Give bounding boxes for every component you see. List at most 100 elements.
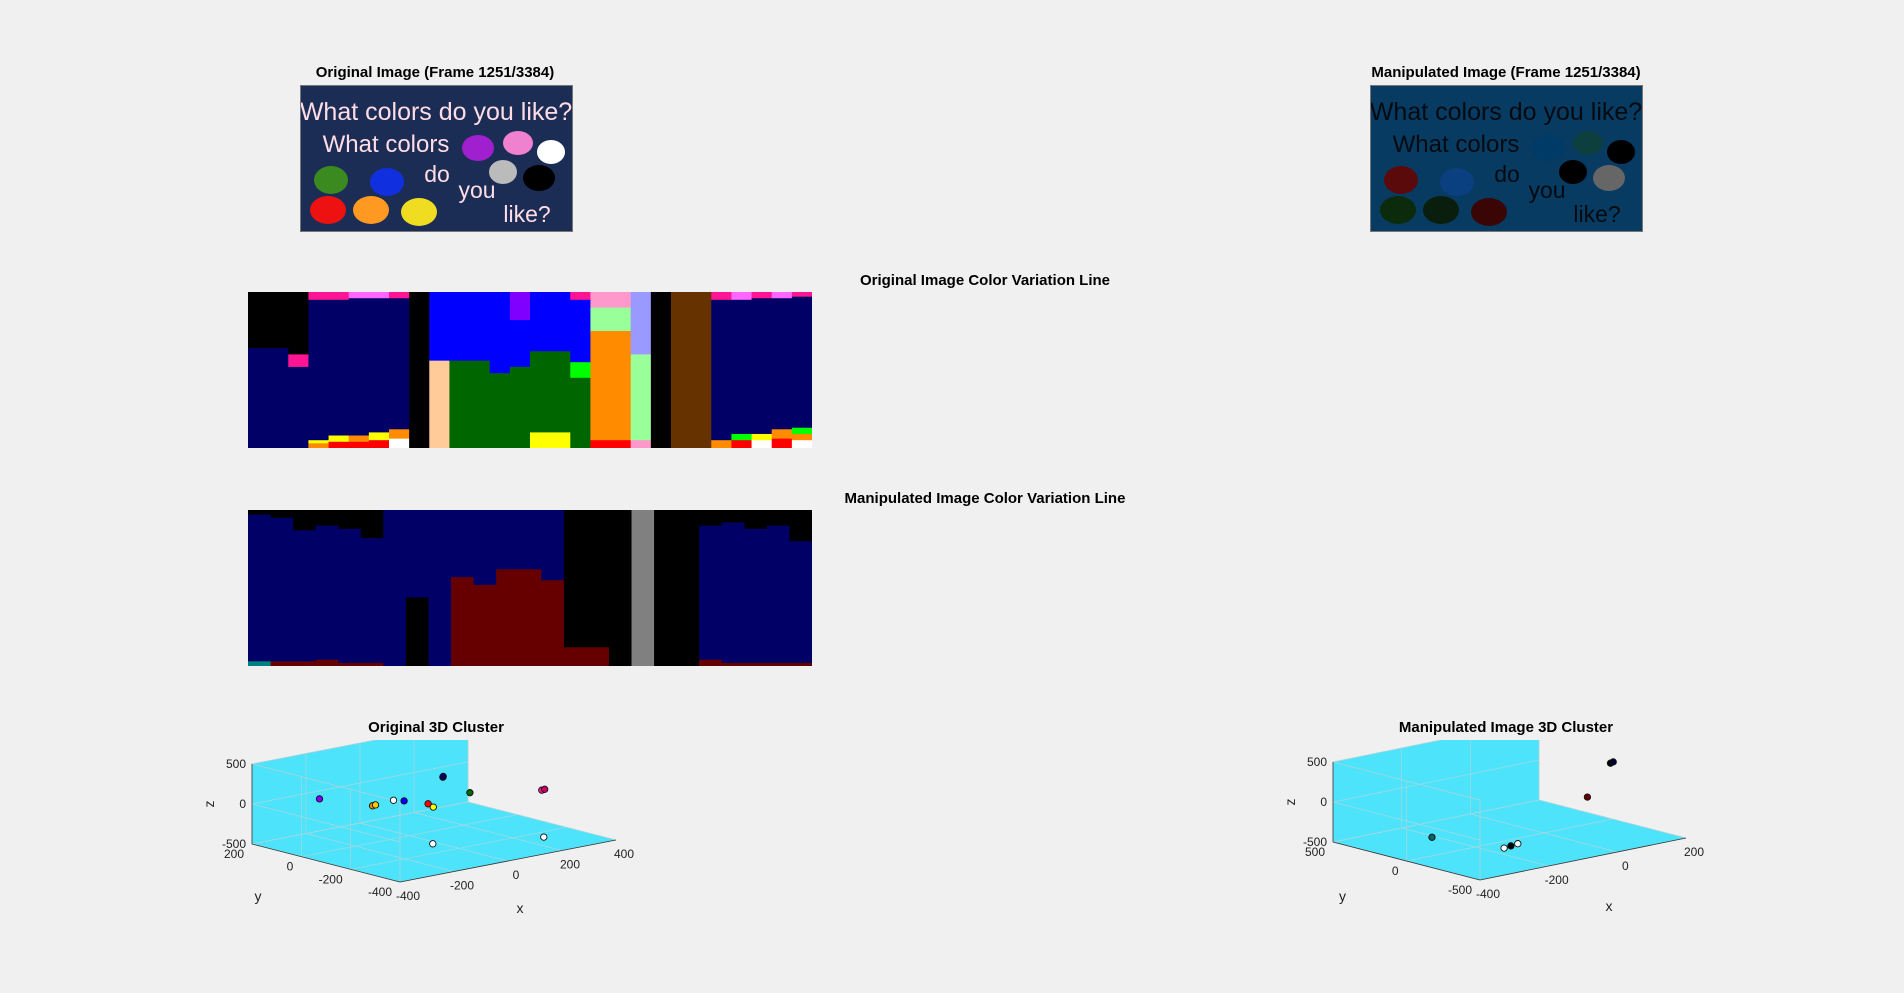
original-image-paint-blob (353, 196, 389, 224)
original-3d-cluster-point (389, 796, 398, 804)
original-color-variation-line-segment (328, 299, 350, 437)
manipulated-3d-cluster-axis-line (1479, 837, 1687, 881)
original-color-variation-line-segment (288, 366, 309, 448)
original-3d-cluster-x-axis-label: x (517, 900, 524, 916)
original-color-variation-line-segment (771, 298, 793, 430)
manipulated-3d-cluster-y-tick-label: 500 (1305, 845, 1325, 859)
manipulated-3d-cluster-x-tick-label: -200 (1545, 873, 1569, 887)
original-color-variation-line-segment (509, 292, 531, 321)
original-color-variation-line-segment (731, 440, 753, 448)
original-color-variation-line-segment (328, 292, 350, 301)
manipulated-image-caption-line1: What colors do you like? (1371, 98, 1642, 126)
manipulated-color-variation-line-segment (699, 510, 723, 527)
manipulated-cluster-title: Manipulated Image 3D Cluster (1398, 719, 1614, 736)
manipulated-3d-cluster-axis-line (1332, 841, 1481, 881)
manipulated-3d-cluster-y-axis-label: y (1339, 888, 1346, 904)
manipulated-color-variation-line-segment (744, 528, 768, 664)
original-color-variation-line-segment (308, 440, 330, 444)
original-color-variation-line-segment (791, 292, 812, 298)
manipulated-image-paint-blob (1559, 160, 1587, 184)
original-3d-cluster-point (540, 833, 548, 841)
original-color-variation-line-segment (630, 440, 652, 448)
manipulated-image-art: What colors do you like? What colors doyou… (1371, 86, 1642, 231)
original-line-title: Original Image Color Variation Line (859, 272, 1111, 289)
manipulated-3d-cluster-point (1507, 842, 1515, 850)
original-color-variation-line-segment (590, 331, 632, 441)
original-color-variation-line-segment (570, 292, 591, 301)
original-3d-cluster-z-tick-label: 0 (239, 797, 246, 811)
manipulated-color-variation-line-segment (789, 662, 812, 666)
manipulated-3d-cluster-point (1583, 793, 1592, 801)
original-color-variation-line-segment (328, 435, 350, 443)
original-color-variation-line-segment (650, 292, 672, 448)
manipulated-color-variation-line-segment (789, 510, 812, 542)
manipulated-color-variation-line-segment (473, 510, 497, 586)
manipulated-color-variation-line-segment (293, 530, 317, 662)
original-3d-cluster-grid-line (350, 826, 567, 870)
original-color-variation-line-segment (368, 292, 390, 299)
manipulated-image-caption-word-you: you (1528, 177, 1565, 203)
manipulated-3d-cluster-grid-line (1332, 759, 1540, 803)
original-3d-cluster-x-tick-label: -400 (396, 889, 420, 903)
manipulated-color-variation-line-segment (766, 662, 790, 666)
original-color-variation-line-segment (731, 433, 753, 441)
manipulated-color-variation-line-segment (405, 597, 429, 666)
original-color-variation-line-segment (530, 292, 571, 352)
original-3d-cluster-axis-line (251, 843, 401, 883)
manipulated-color-variation-line-segment (563, 647, 610, 666)
manipulated-color-variation-line-segment (631, 510, 655, 666)
manipulated-image-paint-blob (1607, 140, 1635, 164)
manipulated-color-variation-line-segment (744, 510, 768, 530)
manipulated-3d-cluster-x-tick-label: -400 (1476, 887, 1500, 901)
original-color-variation-line-segment (308, 443, 330, 448)
original-color-variation-line-segment (671, 292, 712, 448)
original-color-variation-line-segment (791, 440, 812, 448)
manipulated-color-variation-line-segment (248, 514, 272, 662)
manipulated-image-paint-blob (1471, 198, 1507, 226)
original-image-paint-blob (523, 165, 555, 191)
manipulated-color-variation-line-segment (360, 510, 384, 539)
original-color-variation-line-segment (751, 440, 773, 448)
manipulated-color-variation-line-segment (654, 510, 700, 666)
manipulated-image-paint-blob (1380, 196, 1416, 224)
original-color-variation-line-segment (570, 362, 591, 379)
original-color-variation-line-segment (288, 354, 309, 368)
original-color-variation-line-segment (348, 298, 370, 437)
original-color-variation-line-segment (248, 348, 289, 448)
manipulated-3d-cluster-y-tick-label: 0 (1392, 864, 1399, 878)
manipulated-image-paint-blob (1532, 135, 1564, 161)
manipulated-3d-cluster-point (1500, 844, 1508, 852)
original-image: What colors do you like? What colors do you… (300, 85, 573, 232)
manipulated-line-title: Manipulated Image Color Variation Line (844, 490, 1126, 507)
manipulated-3d-cluster-point (1609, 758, 1617, 766)
original-color-variation-line-segment (389, 429, 410, 440)
original-3d-cluster-y-tick-label: 200 (224, 847, 244, 861)
original-color-variation-line-segment (570, 299, 591, 363)
original-3d-cluster-y-tick-label: -400 (368, 885, 392, 899)
original-color-variation-line-segment (429, 292, 450, 362)
manipulated-color-variation-line-segment (789, 541, 812, 664)
original-image-paint-blob (401, 198, 437, 226)
original-3d-cluster-point (439, 772, 447, 781)
manipulated-color-variation-line-segment (248, 661, 272, 666)
original-color-variation-line-segment (791, 427, 812, 435)
manipulated-color-variation-line-segment (766, 525, 790, 664)
manipulated-color-variation-line-segment (699, 659, 723, 666)
manipulated-color-variation-line-segment (428, 510, 452, 666)
manipulated-color-variation-line-segment (563, 510, 610, 648)
original-color-variation-line-segment (771, 429, 793, 440)
original-color-variation-line-segment (389, 292, 410, 299)
manipulated-image-paint-blob (1573, 131, 1603, 155)
original-image-paint-blob (462, 135, 494, 161)
manipulated-color-variation-line-segment (270, 510, 294, 519)
original-image-caption-word-like: like? (503, 201, 550, 227)
original-color-variation-line-segment (711, 440, 732, 448)
original-3d-cluster-y-axis-label: y (255, 888, 262, 904)
original-3d-cluster-x-tick-label: 400 (614, 847, 634, 861)
manipulated-color-variation-line-segment (541, 510, 565, 581)
original-3d-cluster-grid-line (251, 763, 401, 803)
original-color-variation-line-segment (368, 440, 390, 448)
original-color-variation-line-segment (409, 292, 430, 448)
original-color-variation-line-segment (731, 299, 753, 435)
